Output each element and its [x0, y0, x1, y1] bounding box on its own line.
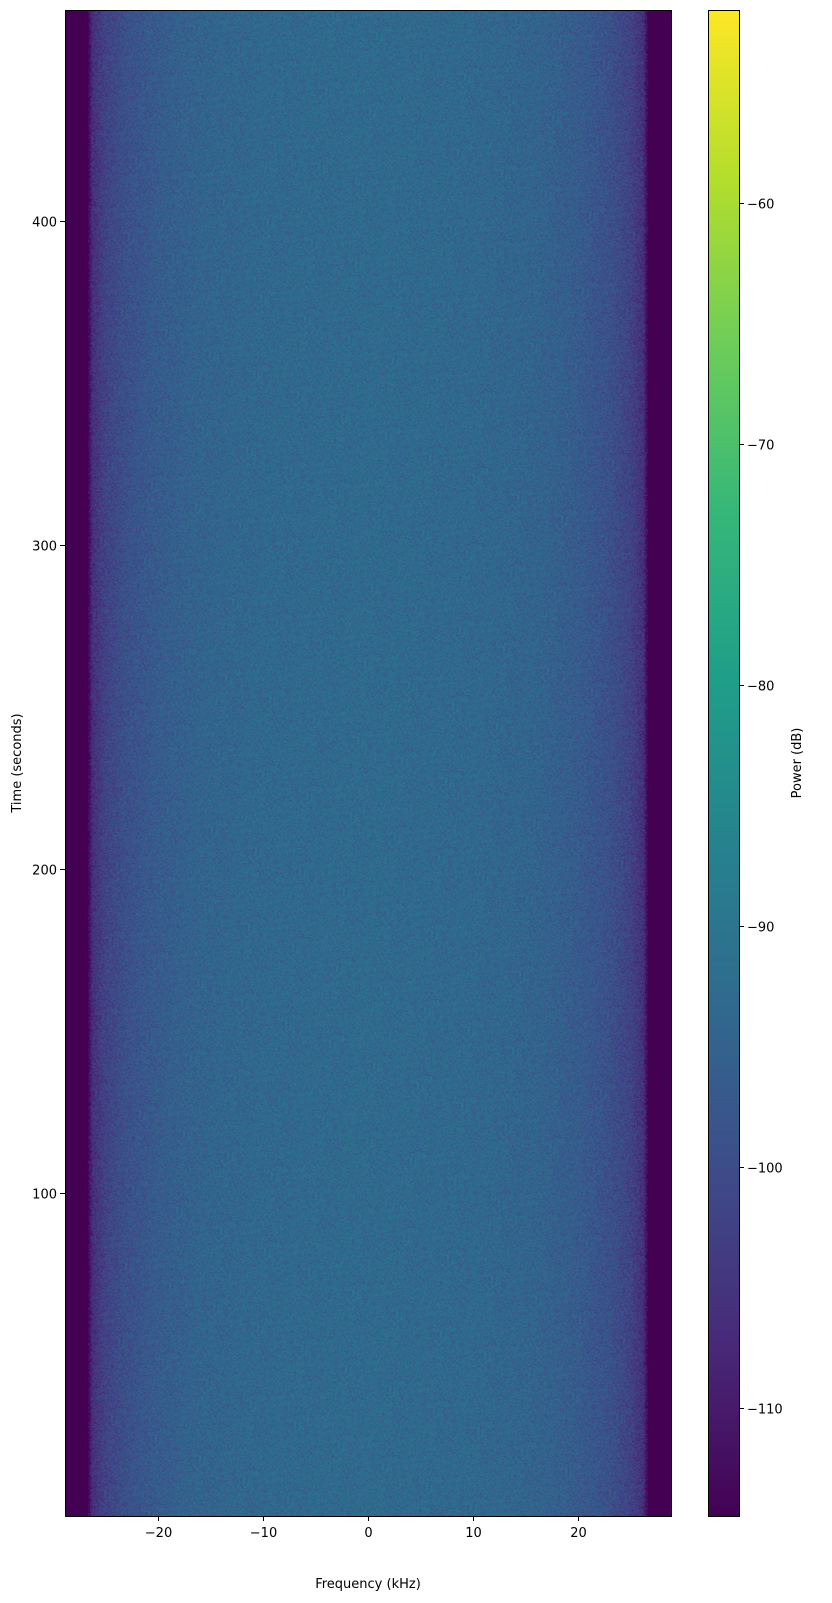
- x-tick-label: −10: [250, 1526, 277, 1541]
- y-tick-label: 400: [32, 216, 57, 231]
- y-tick-label: 300: [32, 540, 57, 555]
- x-tick-label: 20: [570, 1526, 587, 1541]
- colorbar-tick-label: −100: [747, 1162, 783, 1177]
- spectrogram-image: [65, 10, 671, 1516]
- colorbar-label: Power (dB): [790, 728, 805, 799]
- x-axis-label: Frequency (kHz): [315, 1577, 421, 1592]
- plot-frame: [65, 10, 672, 1517]
- y-axis-label: Time (seconds): [10, 713, 25, 813]
- y-tick-label: 100: [32, 1188, 57, 1203]
- colorbar-tick-label: −110: [747, 1403, 783, 1418]
- y-tick-label: 200: [32, 864, 57, 879]
- colorbar-gradient: [708, 10, 739, 1516]
- colorbar-tick-label: −90: [747, 921, 774, 936]
- x-tick-label: 10: [465, 1526, 482, 1541]
- colorbar-frame: [708, 10, 740, 1517]
- colorbar-tick-label: −80: [747, 680, 774, 695]
- x-tick-label: −20: [145, 1526, 172, 1541]
- colorbar-tick-label: −70: [747, 439, 774, 454]
- colorbar-tick-label: −60: [747, 198, 774, 213]
- x-tick-label: 0: [364, 1526, 372, 1541]
